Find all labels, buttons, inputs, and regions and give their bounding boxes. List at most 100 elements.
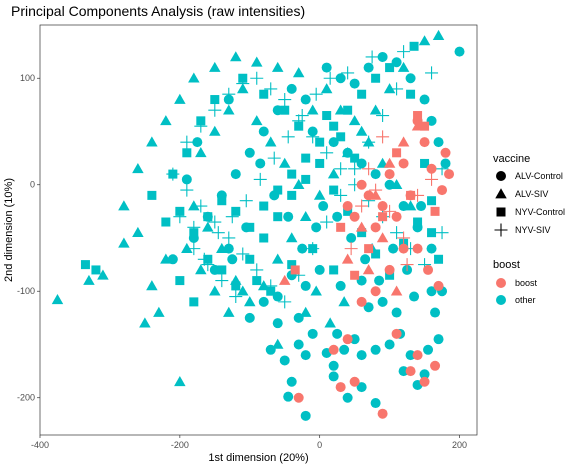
data-point bbox=[323, 71, 337, 85]
data-point bbox=[413, 217, 423, 227]
data-point bbox=[427, 196, 437, 206]
x-tick-label: -200 bbox=[171, 440, 189, 450]
y-axis: -200 -100 0 100 bbox=[17, 73, 40, 403]
data-point bbox=[398, 158, 409, 169]
data-point bbox=[281, 130, 295, 144]
data-point bbox=[313, 189, 326, 200]
data-point bbox=[420, 121, 430, 131]
data-point bbox=[237, 285, 249, 296]
y-tick-label: -200 bbox=[17, 393, 35, 403]
data-point bbox=[392, 148, 402, 158]
data-point bbox=[217, 265, 227, 275]
data-point bbox=[229, 290, 243, 304]
data-point bbox=[349, 211, 360, 222]
data-point bbox=[328, 360, 339, 371]
data-point bbox=[376, 109, 390, 123]
data-point bbox=[349, 78, 360, 89]
data-point bbox=[244, 147, 255, 158]
data-point bbox=[286, 83, 297, 94]
data-point bbox=[360, 254, 371, 265]
data-point bbox=[315, 158, 325, 168]
data-point bbox=[290, 265, 300, 275]
data-point bbox=[225, 210, 239, 224]
data-point bbox=[377, 201, 388, 212]
y-tick-label: 100 bbox=[20, 73, 35, 83]
data-point bbox=[314, 264, 325, 275]
data-point bbox=[425, 66, 439, 80]
data-point bbox=[209, 125, 221, 136]
data-point bbox=[430, 360, 441, 371]
data-point bbox=[363, 62, 374, 73]
data-point bbox=[300, 94, 311, 105]
data-point bbox=[349, 376, 360, 387]
data-point bbox=[335, 280, 346, 291]
data-point bbox=[187, 242, 201, 256]
data-point bbox=[203, 212, 213, 222]
data-point bbox=[286, 376, 297, 387]
data-point bbox=[362, 135, 376, 149]
data-point bbox=[197, 252, 211, 266]
data-point bbox=[230, 51, 242, 62]
data-point bbox=[306, 242, 320, 256]
data-point bbox=[356, 296, 367, 307]
data-point bbox=[180, 135, 194, 149]
data-point bbox=[210, 95, 220, 105]
data-point bbox=[426, 243, 437, 254]
data-point bbox=[295, 109, 309, 123]
data-point bbox=[412, 350, 423, 361]
data-point bbox=[370, 286, 381, 297]
data-point bbox=[231, 206, 241, 216]
data-point bbox=[343, 105, 353, 115]
data-point bbox=[342, 334, 353, 345]
data-point bbox=[279, 355, 290, 366]
data-point bbox=[369, 104, 382, 115]
x-axis: -400 -200 0 200 bbox=[31, 435, 467, 450]
data-point bbox=[357, 228, 367, 238]
data-point bbox=[222, 87, 236, 101]
data-point bbox=[350, 270, 360, 280]
data-point bbox=[118, 200, 130, 211]
data-point bbox=[255, 158, 266, 169]
data-point bbox=[292, 178, 305, 190]
data-point bbox=[342, 201, 353, 212]
data-point bbox=[278, 295, 292, 309]
data-point bbox=[390, 82, 404, 96]
legend: vaccine ALV-Control ALV-SIV NYV-Control NYV-… bbox=[493, 153, 565, 305]
data-point bbox=[335, 73, 346, 84]
data-point bbox=[390, 226, 404, 240]
data-point bbox=[250, 263, 264, 277]
data-point bbox=[301, 153, 311, 163]
data-point bbox=[264, 279, 278, 293]
data-point bbox=[283, 391, 294, 402]
data-points bbox=[51, 29, 465, 421]
data-point bbox=[195, 147, 207, 158]
data-point bbox=[400, 258, 414, 272]
data-point bbox=[259, 233, 269, 243]
data-point bbox=[327, 168, 340, 179]
data-point bbox=[320, 146, 334, 160]
data-point bbox=[383, 83, 396, 94]
data-point bbox=[385, 63, 395, 73]
data-point bbox=[391, 307, 402, 318]
data-point bbox=[271, 338, 284, 349]
data-point bbox=[364, 244, 374, 254]
data-point bbox=[398, 366, 409, 377]
data-point bbox=[406, 89, 416, 99]
data-point bbox=[244, 296, 256, 307]
data-point bbox=[397, 136, 410, 147]
data-point bbox=[300, 280, 311, 291]
legend-label: ALV-SIV bbox=[515, 189, 548, 199]
data-point bbox=[250, 71, 264, 85]
data-point bbox=[321, 62, 332, 73]
data-point bbox=[418, 35, 431, 46]
data-point bbox=[355, 199, 369, 213]
data-point bbox=[426, 286, 437, 297]
data-point bbox=[309, 87, 323, 101]
data-point bbox=[377, 296, 388, 307]
data-point bbox=[348, 162, 362, 176]
data-point bbox=[310, 285, 322, 296]
data-point bbox=[192, 137, 203, 148]
data-point bbox=[318, 201, 329, 212]
data-point bbox=[434, 254, 444, 264]
legend-label: NYV-SIV bbox=[515, 225, 551, 235]
